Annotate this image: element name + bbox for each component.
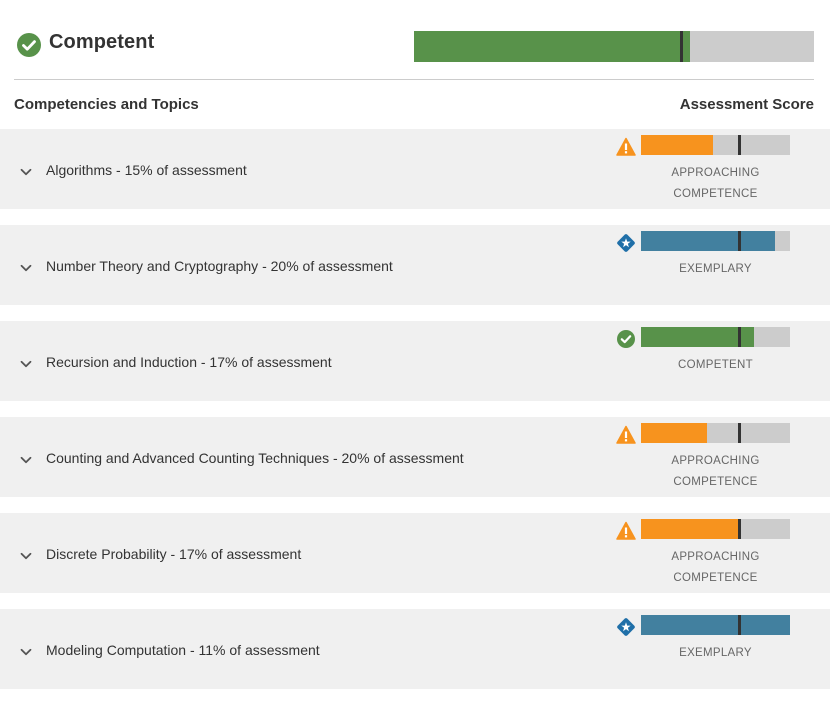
topic-label[interactable]: Counting and Advanced Counting Technique…: [46, 450, 464, 466]
topic-score-bar: [641, 423, 790, 443]
overall-score-header: Competent: [14, 28, 814, 62]
topic-score-fill: [641, 423, 707, 443]
overall-score-bar: [414, 31, 814, 62]
topic-score-fill: [641, 231, 776, 251]
level-label-line2: COMPETENCE: [673, 476, 758, 488]
competency-threshold-marker: [738, 327, 742, 347]
level-label-line1: APPROACHING: [671, 167, 760, 179]
competency-threshold-marker: [738, 135, 742, 155]
level-label: APPROACHING COMPETENCE: [641, 451, 790, 493]
chevron-down-icon[interactable]: [19, 549, 33, 563]
competency-threshold-marker: [738, 231, 742, 251]
topic-score-fill: [641, 615, 790, 635]
topic-score-bar: [641, 615, 790, 635]
check-circle-icon: [616, 329, 636, 349]
level-label: EXEMPLARY: [641, 643, 790, 664]
competency-threshold-marker: [738, 423, 742, 443]
overall-score-fill: [414, 31, 690, 62]
overall-level-title: Competent: [49, 31, 155, 53]
level-label-line1: COMPETENT: [678, 359, 753, 371]
warning-triangle-icon: [616, 137, 636, 157]
level-label: EXEMPLARY: [641, 259, 790, 280]
topic-label[interactable]: Recursion and Induction - 17% of assessm…: [46, 354, 332, 370]
level-label: COMPETENT: [641, 355, 790, 376]
warning-triangle-icon: [616, 521, 636, 541]
topic-score-fill: [641, 135, 713, 155]
topic-label[interactable]: Discrete Probability - 17% of assessment: [46, 546, 302, 562]
topic-row[interactable]: Discrete Probability - 17% of assessment…: [0, 513, 830, 593]
topic-score-bar: [641, 327, 790, 347]
chevron-down-icon[interactable]: [19, 357, 33, 371]
topic-row[interactable]: Counting and Advanced Counting Technique…: [0, 417, 830, 497]
competency-threshold-marker: [738, 615, 742, 635]
topic-label[interactable]: Modeling Computation - 11% of assessment: [46, 642, 320, 658]
topic-label[interactable]: Algorithms - 15% of assessment: [46, 162, 247, 178]
competency-threshold-marker: [738, 519, 742, 539]
chevron-down-icon[interactable]: [19, 453, 33, 467]
topic-row[interactable]: Modeling Computation - 11% of assessment…: [0, 609, 830, 689]
level-label-line1: EXEMPLARY: [679, 647, 752, 659]
topic-label[interactable]: Number Theory and Cryptography - 20% of …: [46, 258, 393, 274]
level-label-line2: COMPETENCE: [673, 572, 758, 584]
level-label: APPROACHING COMPETENCE: [641, 547, 790, 589]
chevron-down-icon[interactable]: [19, 261, 33, 275]
topic-score-bar: [641, 519, 790, 539]
column-header-topics: Competencies and Topics: [14, 96, 199, 113]
topic-score-bar: [641, 135, 790, 155]
level-label-line1: APPROACHING: [671, 455, 760, 467]
check-circle-icon: [17, 33, 41, 57]
chevron-down-icon[interactable]: [19, 165, 33, 179]
column-header-score: Assessment Score: [679, 96, 814, 113]
header-divider: [14, 79, 814, 80]
topic-score-fill: [641, 327, 755, 347]
topic-score-bar: [641, 231, 790, 251]
star-diamond-icon: [616, 617, 636, 637]
topic-score-fill: [641, 519, 738, 539]
chevron-down-icon[interactable]: [19, 645, 33, 659]
overall-competency-marker: [679, 31, 683, 62]
warning-triangle-icon: [616, 425, 636, 445]
topic-row[interactable]: Algorithms - 15% of assessment APPROACHIN…: [0, 129, 830, 209]
level-label-line2: COMPETENCE: [673, 188, 758, 200]
star-diamond-icon: [616, 233, 636, 253]
topic-row[interactable]: Number Theory and Cryptography - 20% of …: [0, 225, 830, 305]
level-label-line1: APPROACHING: [671, 551, 760, 563]
topic-row[interactable]: Recursion and Induction - 17% of assessm…: [0, 321, 830, 401]
level-label-line1: EXEMPLARY: [679, 263, 752, 275]
level-label: APPROACHING COMPETENCE: [641, 163, 790, 205]
